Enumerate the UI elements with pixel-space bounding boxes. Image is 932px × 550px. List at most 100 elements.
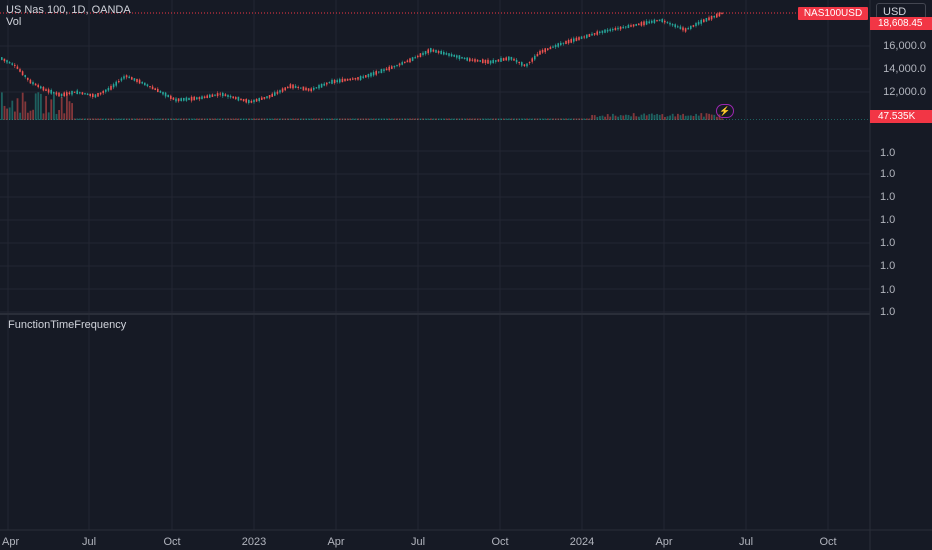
volume-bar [37, 92, 40, 120]
candle [47, 89, 50, 93]
volume-bar [653, 114, 656, 120]
volume-bar [11, 100, 14, 120]
time-axis-label: Jul [410, 536, 426, 548]
candle [294, 85, 297, 89]
candle [458, 55, 461, 60]
volume-bar [141, 118, 144, 120]
candle [79, 92, 81, 94]
candle [718, 12, 721, 17]
candle [424, 51, 427, 55]
candle [583, 36, 585, 38]
volume-legend[interactable]: Vol [6, 16, 22, 28]
candle [606, 29, 609, 32]
volume-bar [47, 112, 50, 120]
volume-bar [151, 118, 154, 120]
candle [640, 22, 643, 26]
candle [346, 78, 349, 81]
candle [362, 76, 364, 78]
volume-bar [619, 115, 622, 120]
volume-bar [81, 118, 84, 120]
candle [102, 90, 104, 94]
candle [240, 98, 242, 101]
candle [237, 96, 240, 101]
candle [513, 58, 515, 61]
volume-bar [177, 118, 180, 120]
candle [604, 29, 606, 33]
candle [388, 66, 390, 71]
volume-bar [409, 118, 411, 120]
volume-bar [612, 113, 614, 120]
volume-bar [596, 116, 599, 120]
volume-bar [209, 118, 211, 120]
volume-bar [482, 118, 484, 120]
candle [203, 96, 206, 98]
candle [276, 91, 279, 94]
candle [328, 82, 331, 84]
volume-bar [705, 113, 708, 120]
candle [560, 42, 562, 46]
volume-bar [297, 118, 300, 120]
lower-pane-title[interactable]: FunctionTimeFrequency [8, 319, 127, 331]
candle [510, 56, 513, 60]
volume-bar [315, 118, 318, 120]
candle [450, 54, 453, 57]
volume-bar [375, 118, 378, 120]
candle [339, 79, 341, 83]
volume-bar [123, 118, 125, 120]
volume-bar [591, 114, 593, 120]
candle [609, 29, 611, 31]
price-scale-label: 16,000.0 [883, 40, 926, 52]
volume-bar [716, 116, 718, 120]
candle [658, 19, 661, 21]
volume-bar [1, 92, 3, 120]
volume-bar [466, 118, 469, 120]
lightning-bolt-icon[interactable]: ⚡ [716, 104, 734, 118]
candle [515, 59, 518, 63]
symbol-legend[interactable]: US Nas 100, 1D, OANDA [6, 4, 131, 16]
candle [146, 84, 149, 87]
candle [391, 66, 393, 69]
candle [651, 20, 653, 23]
volume-bar [658, 114, 661, 120]
volume-bar [708, 113, 710, 120]
volume-bar [3, 105, 6, 120]
candle [586, 34, 588, 38]
volume-bar [154, 118, 157, 120]
price-series [1, 11, 723, 105]
candle [573, 38, 575, 42]
candle [11, 63, 13, 65]
candle [172, 97, 175, 100]
candle [625, 26, 627, 28]
candle [144, 82, 146, 86]
candle [601, 30, 604, 33]
volume-bar [528, 118, 531, 120]
candle [216, 93, 219, 97]
volume-bar [250, 118, 253, 120]
candle [3, 58, 6, 62]
candle [534, 55, 536, 60]
candle [81, 92, 84, 95]
candle [427, 49, 429, 54]
candle [6, 60, 8, 63]
volume-bar [367, 118, 370, 120]
volume-bar [541, 118, 544, 120]
candle [549, 47, 552, 50]
candle [448, 53, 450, 56]
volume-bar [76, 118, 79, 120]
candle [196, 97, 198, 100]
candle [29, 79, 32, 84]
volume-bar [703, 116, 705, 120]
candle [66, 92, 68, 96]
candle [14, 64, 16, 67]
candle [333, 79, 336, 84]
candle [422, 52, 424, 56]
candle [344, 78, 346, 82]
candle [492, 59, 494, 64]
volume-bar [255, 118, 258, 120]
volume-bar [552, 118, 554, 120]
candle [523, 64, 526, 67]
volume-bar [586, 118, 588, 120]
candle [671, 24, 674, 26]
candle [484, 59, 487, 64]
